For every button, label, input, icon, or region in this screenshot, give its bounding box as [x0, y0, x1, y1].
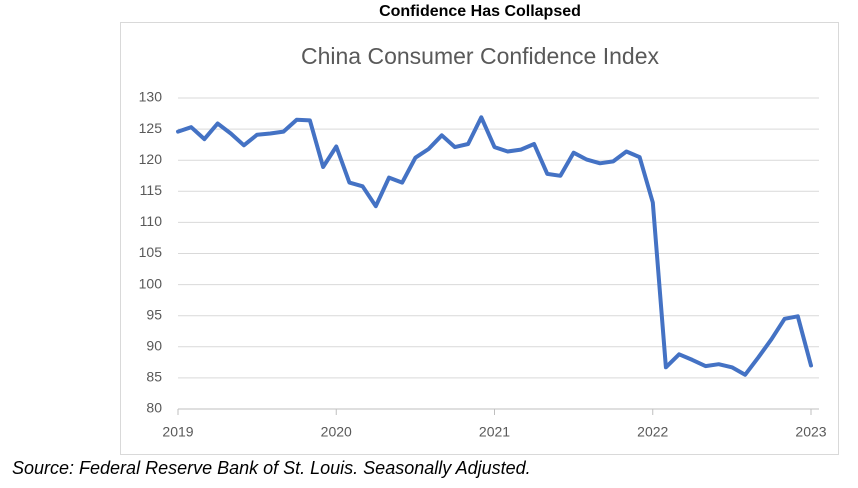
y-tick-label: 115 — [140, 182, 163, 198]
x-tick-label: 2022 — [637, 424, 668, 440]
x-tick-label: 2019 — [162, 424, 193, 440]
chart-frame — [120, 22, 839, 455]
y-tick-label: 100 — [139, 275, 163, 291]
heading: Confidence Has Collapsed — [379, 3, 581, 20]
chart-title: China Consumer Confidence Index — [301, 43, 659, 69]
x-tick-label: 2021 — [479, 424, 510, 440]
x-tick-label: 2023 — [795, 424, 826, 440]
y-tick-label: 130 — [139, 89, 163, 105]
y-tick-label: 95 — [146, 306, 162, 322]
y-tick-label: 90 — [146, 338, 162, 354]
y-tick-label: 105 — [139, 244, 163, 260]
y-tick-label: 120 — [139, 151, 163, 167]
y-tick-label: 85 — [146, 369, 162, 385]
x-tick-label: 2020 — [321, 424, 352, 440]
y-tick-label: 125 — [139, 120, 163, 136]
y-tick-label: 110 — [140, 213, 163, 229]
source-note: Source: Federal Reserve Bank of St. Loui… — [12, 458, 531, 478]
y-tick-label: 80 — [146, 400, 162, 416]
data-line — [176, 115, 813, 377]
